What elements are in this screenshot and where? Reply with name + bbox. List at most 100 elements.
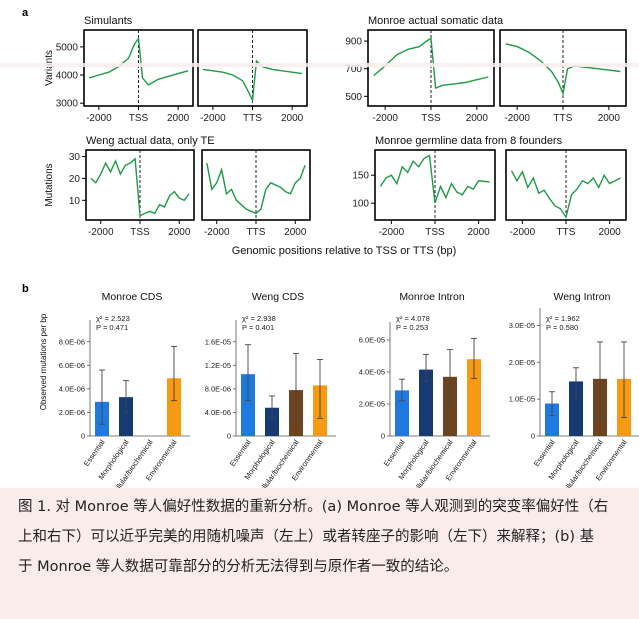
caption-line-2: 上和右下）可以近乎完美的用随机噪声（左上）或者转座子的影响（左下）来解释；(b)… bbox=[18, 529, 595, 545]
y-tick-label: 1.0E-05 bbox=[509, 395, 535, 404]
bar-morphological bbox=[265, 407, 279, 436]
line-chart-title: Monroe actual somatic data bbox=[368, 15, 504, 27]
y-tick-label: 100 bbox=[352, 199, 369, 210]
line-chart-title: Simulants bbox=[84, 15, 133, 27]
line-chart-2: Weng actual data, only TE Mutations 10 20 30… bbox=[44, 135, 311, 238]
x-tick-label: TSS bbox=[425, 227, 445, 238]
chi-square-stat: χ² = 2.523 bbox=[96, 314, 130, 323]
y-tick-label: 4.0E-06 bbox=[205, 408, 231, 417]
bar-morphological bbox=[419, 369, 433, 436]
series-line-tts bbox=[202, 59, 303, 103]
line-chart-title: Monroe germline data from 8 founders bbox=[375, 135, 563, 147]
series-line-tss bbox=[373, 37, 489, 89]
series-line-tss bbox=[90, 157, 190, 217]
y-tick-label: 0 bbox=[81, 432, 85, 441]
y-tick-label: 500 bbox=[345, 92, 362, 103]
bar-environmental bbox=[467, 359, 481, 436]
x-tick-label: TTS bbox=[557, 227, 576, 238]
line-chart-1: Monroe actual somatic data 500 700 900 -2000… bbox=[345, 15, 627, 124]
y-tick-label: 6.0E-06 bbox=[59, 361, 85, 370]
line-chart-title: Weng actual data, only TE bbox=[86, 135, 215, 147]
p-value-stat: P = 0.401 bbox=[242, 323, 274, 332]
x-tick-label: 2000 bbox=[168, 227, 191, 238]
x-tick-label: TTS bbox=[554, 113, 573, 124]
y-tick-label: 3.0E-05 bbox=[509, 321, 535, 330]
x-tick-label: 2000 bbox=[167, 113, 190, 124]
x-tick-label: -2000 bbox=[510, 227, 536, 238]
caption-line-1: 图 1. 对 Monroe 等人偏好性数据的重新分析。(a) Monroe 等人… bbox=[18, 499, 609, 515]
y-tick-label: 4.0E-06 bbox=[59, 384, 85, 393]
series-line-tss bbox=[379, 154, 490, 204]
x-tick-label: -2000 bbox=[88, 227, 114, 238]
bar-essential bbox=[241, 374, 255, 436]
y-tick-label: 2.0E-06 bbox=[59, 408, 85, 417]
y-tick-label: 4000 bbox=[56, 71, 79, 82]
x-axis-label: Genomic positions relative to TSS or TTS… bbox=[232, 245, 457, 257]
y-tick-label: 10 bbox=[69, 196, 81, 207]
y-tick-label: 20 bbox=[69, 174, 81, 185]
y-tick-label: 1.2E-05 bbox=[205, 361, 231, 370]
line-chart-3: Monroe germline data from 8 founders 100 1… bbox=[352, 135, 627, 238]
x-tick-label: 2000 bbox=[284, 227, 307, 238]
y-tick-label: 0 bbox=[531, 432, 535, 441]
line-chart-ylabel: Mutations bbox=[44, 163, 55, 206]
category-label: Essential bbox=[382, 438, 407, 468]
panel-b-label: b bbox=[22, 283, 29, 295]
p-value-stat: P = 0.253 bbox=[396, 323, 428, 332]
bar-environmental bbox=[167, 378, 181, 436]
x-tick-label: TSS bbox=[421, 113, 441, 124]
y-tick-label: 3000 bbox=[56, 99, 79, 110]
bar-chart-title: Weng Intron bbox=[553, 291, 610, 303]
y-tick-label: 5000 bbox=[56, 42, 79, 53]
x-tick-label: 2000 bbox=[468, 227, 491, 238]
y-tick-label: 30 bbox=[69, 152, 81, 163]
x-tick-label: TTS bbox=[247, 227, 266, 238]
x-tick-label: -2000 bbox=[372, 113, 398, 124]
x-tick-label: 2000 bbox=[466, 113, 489, 124]
x-tick-label: -2000 bbox=[204, 227, 230, 238]
y-tick-label: 150 bbox=[352, 171, 369, 182]
panel-a-label: a bbox=[22, 7, 29, 19]
y-tick-label: 2.0E-05 bbox=[359, 400, 385, 409]
y-tick-label: 4.0E-05 bbox=[359, 368, 385, 377]
bar-cellular-biochemical bbox=[443, 376, 457, 436]
figure-caption: 图 1. 对 Monroe 等人偏好性数据的重新分析。(a) Monroe 等人… bbox=[18, 492, 633, 582]
x-tick-label: TSS bbox=[130, 227, 150, 238]
bar-essential bbox=[545, 403, 559, 436]
y-tick-label: 0 bbox=[381, 432, 385, 441]
chi-square-stat: χ² = 2.938 bbox=[242, 314, 276, 323]
bar-morphological bbox=[119, 397, 133, 436]
line-chart-ylabel: Variants bbox=[44, 50, 55, 86]
y-tick-label: 6.0E-05 bbox=[359, 336, 385, 345]
category-label: Essential bbox=[82, 438, 107, 468]
series-line-tss bbox=[88, 36, 189, 86]
category-label: Essential bbox=[532, 438, 557, 468]
bar-chart-title: Weng CDS bbox=[252, 291, 304, 303]
line-charts: Simulants Variants 3000 4000 5000 -2000 TSS 200… bbox=[44, 15, 627, 238]
y-tick-label: 900 bbox=[345, 37, 362, 48]
figure-area: a b Simulants Variants 3000 4000 5000 -2000 TS… bbox=[0, 0, 639, 488]
x-tick-label: -2000 bbox=[504, 113, 530, 124]
y-tick-label: 8.0E-06 bbox=[59, 337, 85, 346]
p-value-stat: P = 0.471 bbox=[96, 323, 128, 332]
bar-y-axis-label: Observed mutations per bp bbox=[39, 313, 48, 410]
bar-morphological bbox=[569, 381, 583, 436]
series-line-tts bbox=[206, 162, 306, 215]
bar-essential bbox=[395, 390, 409, 436]
y-tick-label: 1.6E-05 bbox=[205, 337, 231, 346]
y-tick-label: 8.0E-06 bbox=[205, 384, 231, 393]
bar-chart-title: Monroe Intron bbox=[399, 291, 465, 303]
bar-chart-title: Monroe CDS bbox=[102, 291, 163, 303]
x-tick-label: 2000 bbox=[599, 227, 622, 238]
x-tick-label: 2000 bbox=[281, 113, 304, 124]
series-line-tts bbox=[505, 43, 621, 97]
chi-square-stat: χ² = 4.078 bbox=[396, 314, 430, 323]
chi-square-stat: χ² = 1.962 bbox=[546, 314, 580, 323]
x-tick-label: -2000 bbox=[86, 113, 112, 124]
p-value-stat: P = 0.580 bbox=[546, 323, 578, 332]
